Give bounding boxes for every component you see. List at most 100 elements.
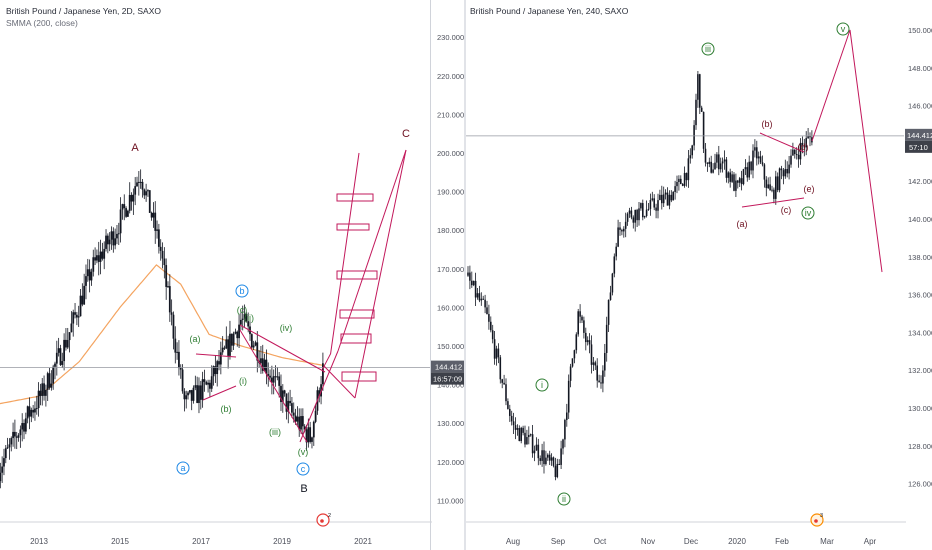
price-chart-left[interactable]: 230.000 220.000 210.000 200.000 190.000 180.0…	[0, 0, 466, 550]
candle-body	[272, 376, 275, 383]
chart-pane-right[interactable]: British Pound / Japanese Yen, 240, SAXO …	[466, 0, 932, 550]
candle-body	[767, 184, 769, 189]
chart-pane-left[interactable]: British Pound / Japanese Yen, 2D, SAXO S…	[0, 0, 466, 550]
candle-body	[68, 332, 71, 341]
candle-body	[507, 401, 509, 409]
indicator-legend[interactable]: SMMA (200, close)	[6, 18, 78, 28]
candle-body	[130, 194, 133, 202]
candle-body	[577, 311, 579, 335]
candle-body	[309, 427, 312, 442]
candle-body	[8, 444, 11, 448]
candle-body	[788, 164, 790, 174]
candle-body	[809, 136, 811, 138]
candle-body	[121, 204, 124, 210]
candle-body	[234, 331, 237, 334]
target-box	[336, 270, 378, 280]
wave-label-circle	[557, 492, 571, 506]
candle-body	[697, 74, 699, 100]
candle-body	[651, 198, 654, 201]
candle-body	[188, 390, 191, 393]
candle-body	[303, 426, 306, 430]
last-price-value: 144.412	[435, 363, 462, 372]
candle-body	[805, 138, 807, 148]
candle-body	[579, 311, 581, 317]
candle-body	[59, 348, 62, 365]
candle-body	[3, 458, 5, 467]
candle-body	[799, 142, 802, 160]
candle-body	[748, 161, 750, 178]
candle-body	[807, 136, 809, 139]
events-count: 3	[820, 513, 823, 519]
candle-body	[754, 147, 756, 151]
price-chart-right[interactable]: 150.000148.000146.000144.000142.000140.0…	[466, 0, 932, 550]
candle-body	[528, 434, 530, 438]
candle-body	[34, 408, 36, 413]
x-tick-label: Dec	[684, 537, 698, 546]
candle-body	[96, 255, 98, 261]
candle-body	[499, 357, 502, 380]
candle-body	[478, 293, 481, 301]
candle-body	[531, 434, 534, 454]
candle-body	[619, 227, 621, 230]
candle-body	[72, 312, 75, 324]
candle-body	[674, 186, 676, 192]
wave-label: c	[301, 464, 306, 474]
candle-body	[219, 352, 222, 365]
wave-label-circle	[535, 378, 549, 392]
candle-body	[624, 221, 627, 229]
candle-body	[794, 149, 796, 155]
candle-body	[287, 400, 290, 412]
candle-body	[615, 246, 617, 257]
candle-body	[586, 340, 589, 343]
candle-body	[128, 194, 131, 211]
x-tick-label: 2013	[30, 537, 48, 546]
candle-body	[70, 323, 73, 333]
candle-body	[617, 227, 619, 247]
candle-body	[274, 376, 277, 378]
bar-countdown: 16:57:09	[433, 375, 462, 384]
candle-body	[490, 321, 492, 331]
candle-body	[571, 358, 574, 367]
candle-body	[209, 382, 211, 389]
countdown-tag	[431, 372, 466, 385]
candle-body	[39, 390, 42, 396]
candle-body	[139, 181, 142, 183]
candle-body	[199, 385, 202, 400]
candle-body	[294, 415, 297, 422]
candle-body	[239, 319, 242, 325]
candle-body	[467, 272, 469, 276]
candle-body	[594, 362, 597, 366]
candle-body	[590, 344, 593, 365]
candle-body	[482, 298, 484, 300]
candle-body	[270, 377, 273, 383]
candle-body	[280, 385, 282, 403]
y-tick-label: 120.000	[437, 458, 464, 467]
candle-body	[99, 251, 102, 262]
candle-body	[86, 269, 89, 277]
candle-body	[126, 210, 129, 217]
candle-body	[537, 444, 540, 459]
candle-body	[300, 416, 302, 430]
candle-body	[733, 174, 735, 191]
wave-label-circle	[701, 42, 715, 56]
wave-label: iv	[805, 208, 812, 218]
candle-body	[15, 436, 18, 438]
pane-splitter[interactable]	[464, 0, 466, 550]
candle-body	[190, 390, 193, 401]
x-tick-label: 2015	[111, 537, 129, 546]
candle-body	[769, 184, 771, 191]
candle-body	[227, 339, 230, 356]
candle-body	[632, 217, 635, 223]
wave-label: b	[239, 286, 244, 296]
candle-body	[26, 406, 29, 419]
candle-body	[168, 286, 171, 313]
wave-label: (v)	[298, 447, 309, 457]
candle-body	[689, 155, 692, 159]
price-axis-divider	[430, 0, 431, 550]
candle-body	[75, 314, 78, 318]
wave-label: a	[180, 463, 185, 473]
candle-body	[12, 431, 14, 439]
candle-body	[44, 389, 47, 396]
candle-body	[613, 256, 616, 274]
triangle-line	[741, 197, 805, 208]
